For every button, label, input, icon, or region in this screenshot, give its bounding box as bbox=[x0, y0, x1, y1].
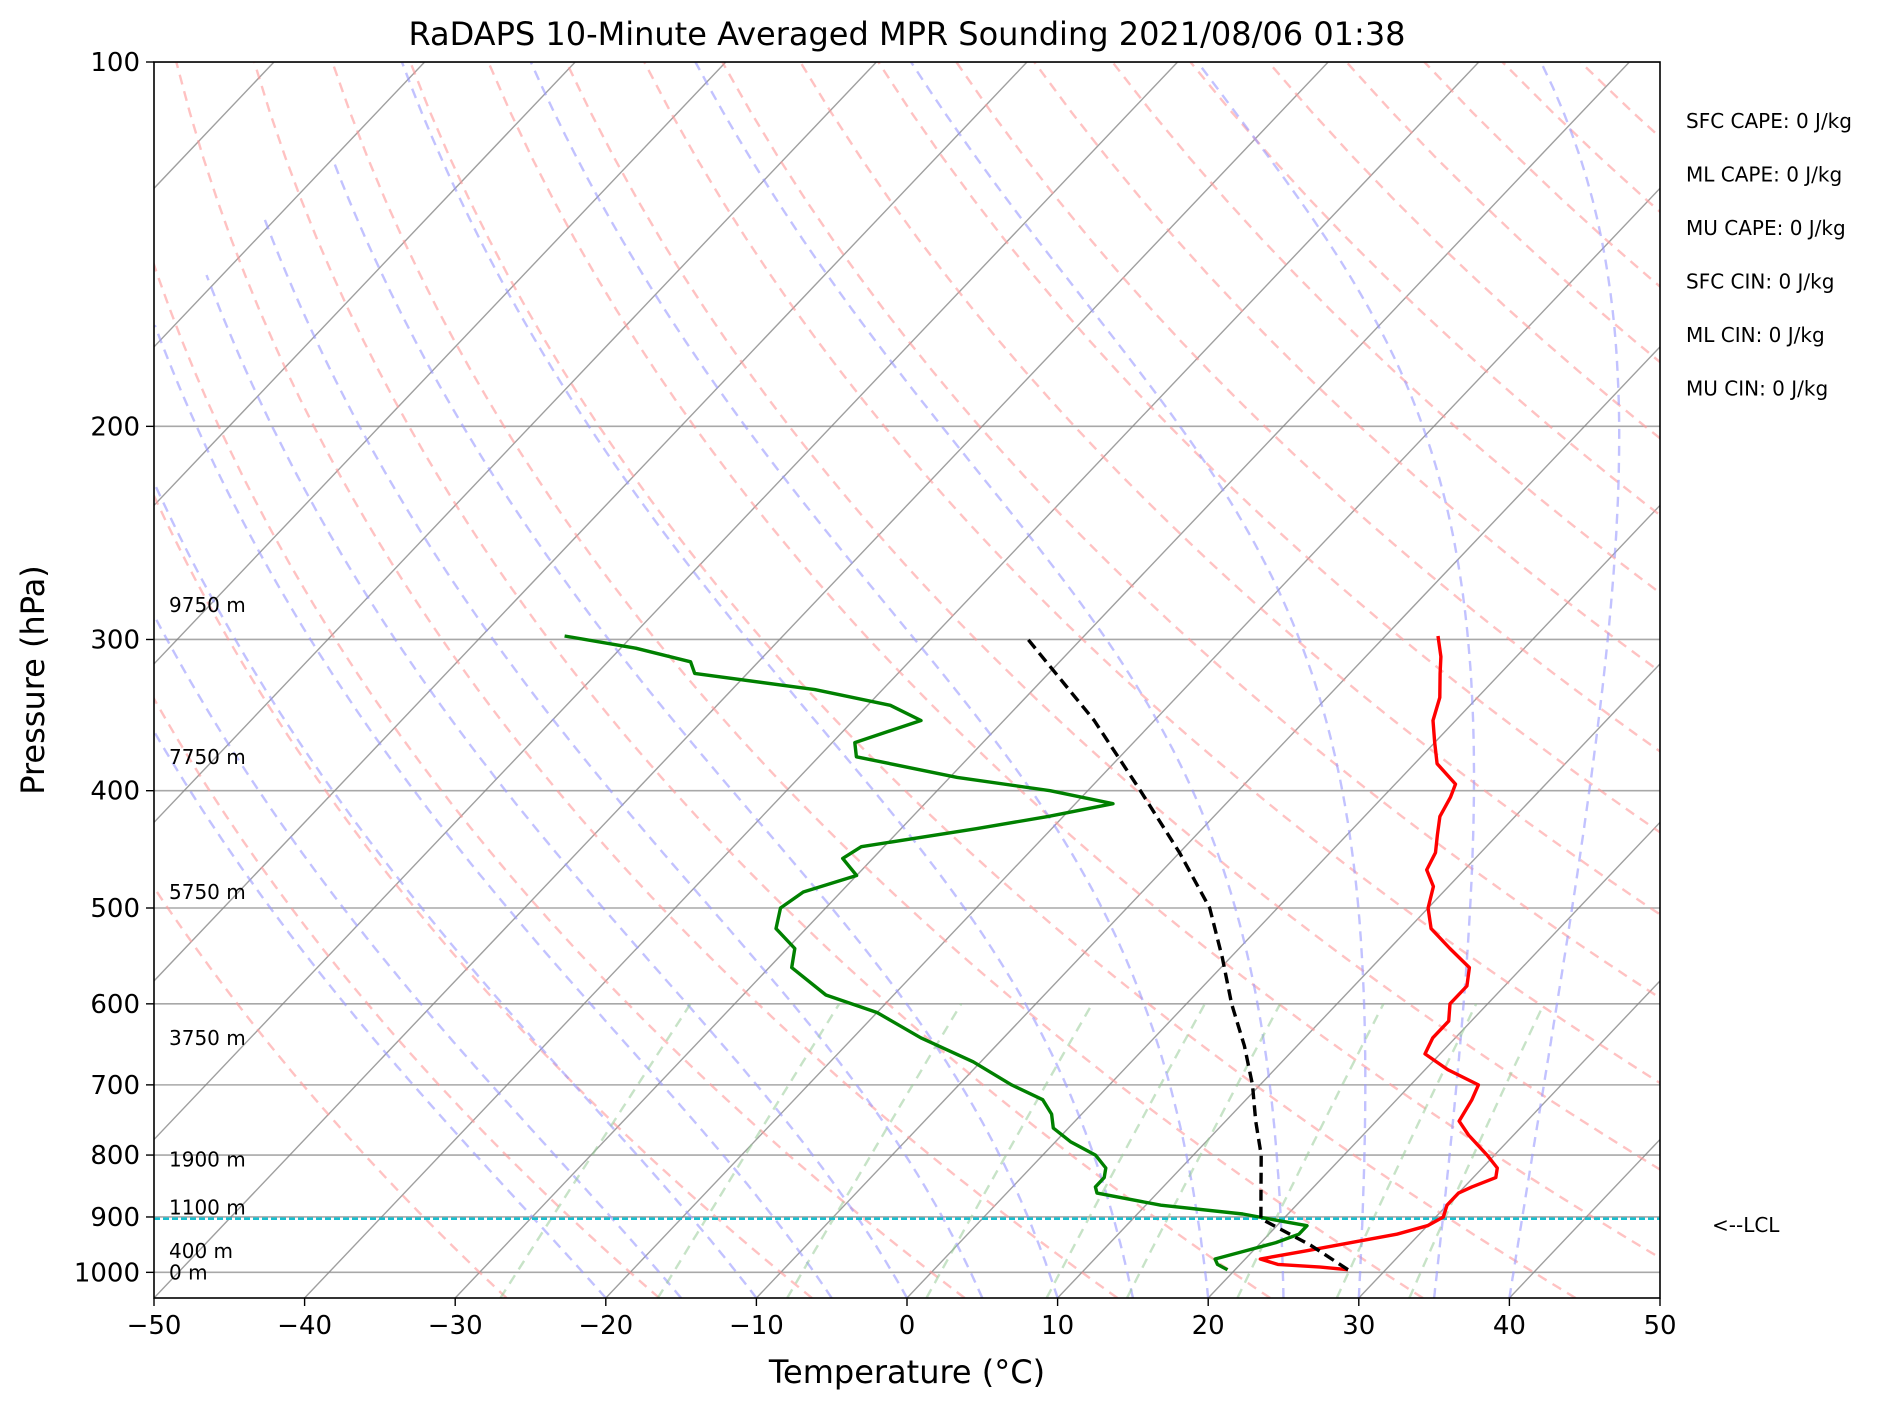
y-axis: 100 200 300 400 500 600 700 800 900 1000 bbox=[74, 48, 154, 1288]
isotherm bbox=[154, 62, 1179, 1141]
y-tick-label: 400 bbox=[90, 777, 140, 807]
stability-index: ML CAPE: 0 J/kg bbox=[1686, 163, 1842, 187]
mixing-ratio-line bbox=[925, 1003, 1094, 1298]
dry-adiabat bbox=[253, 62, 1271, 1298]
isotherm bbox=[1207, 821, 1660, 1298]
dry-adiabat bbox=[154, 696, 661, 1298]
x-axis-label: Temperature (°C) bbox=[768, 1353, 1045, 1391]
y-tick-label: 100 bbox=[90, 48, 140, 78]
isotherm bbox=[304, 62, 1480, 1298]
height-label: 9750 m bbox=[169, 593, 246, 617]
stability-index: SFC CIN: 0 J/kg bbox=[1686, 270, 1834, 294]
x-tick-label: −30 bbox=[428, 1311, 483, 1341]
stability-index: ML CIN: 0 J/kg bbox=[1686, 323, 1825, 347]
height-label: 5750 m bbox=[169, 880, 246, 904]
x-tick-label: 10 bbox=[1041, 1311, 1074, 1341]
y-tick-label: 600 bbox=[90, 990, 140, 1020]
y-axis-label: Pressure (hPa) bbox=[14, 565, 52, 795]
x-tick-label: 0 bbox=[899, 1311, 916, 1341]
isotherm bbox=[154, 62, 426, 348]
moist-adiabat bbox=[205, 274, 909, 1298]
x-tick-label: 30 bbox=[1342, 1311, 1375, 1341]
height-label: 7750 m bbox=[169, 745, 246, 769]
x-axis: −50 −40 −30 −20 −10 0 10 20 30 40 50 bbox=[127, 1298, 1677, 1341]
height-label: 0 m bbox=[169, 1260, 208, 1284]
isotherm bbox=[605, 187, 1660, 1298]
dry-adiabat bbox=[331, 62, 1424, 1298]
dewpoint-profile bbox=[564, 634, 1309, 1272]
moist-adiabat bbox=[154, 612, 683, 1298]
y-tick-label: 300 bbox=[90, 625, 140, 655]
lcl-label: <--LCL bbox=[1712, 1213, 1780, 1237]
parcel-profile bbox=[1026, 638, 1349, 1272]
isotherm bbox=[154, 62, 1028, 982]
moist-adiabat bbox=[400, 62, 1135, 1298]
dry-adiabat bbox=[487, 62, 1660, 1260]
isotherm bbox=[454, 62, 1630, 1298]
moist-adiabat bbox=[331, 157, 1059, 1298]
stability-index: SFC CAPE: 0 J/kg bbox=[1686, 109, 1852, 133]
plot-area bbox=[154, 62, 1660, 1298]
dry-adiabat bbox=[643, 62, 1660, 1085]
x-tick-label: −20 bbox=[578, 1311, 633, 1341]
isotherm bbox=[154, 62, 576, 507]
y-tick-label: 1000 bbox=[74, 1258, 140, 1288]
moist-adiabat bbox=[694, 62, 1285, 1298]
x-tick-label: 50 bbox=[1643, 1311, 1676, 1341]
isotherm bbox=[1358, 979, 1660, 1298]
mixing-ratio-line bbox=[1236, 1003, 1385, 1298]
dry-adiabat bbox=[154, 260, 966, 1298]
mixing-ratio-line bbox=[1045, 1003, 1206, 1298]
dry-adiabat bbox=[565, 62, 1660, 1171]
mixing-ratio-line bbox=[656, 1003, 841, 1298]
x-tick-label: −10 bbox=[729, 1311, 784, 1341]
stability-indices: SFC CAPE: 0 J/kg ML CAPE: 0 J/kg MU CAPE: … bbox=[1686, 109, 1852, 401]
chart-title: RaDAPS 10-Minute Averaged MPR Sounding 2… bbox=[408, 15, 1405, 53]
temperature-profile bbox=[1258, 635, 1499, 1272]
y-tick-label: 900 bbox=[90, 1203, 140, 1233]
y-tick-label: 200 bbox=[90, 412, 140, 442]
height-label: 3750 m bbox=[169, 1026, 246, 1050]
y-tick-label: 800 bbox=[90, 1141, 140, 1171]
y-tick-label: 500 bbox=[90, 894, 140, 924]
mixing-ratio-line bbox=[499, 1003, 692, 1298]
dry-adiabat bbox=[154, 492, 813, 1298]
moist-adiabat bbox=[909, 62, 1367, 1298]
height-label: 1900 m bbox=[169, 1148, 246, 1172]
dry-adiabat bbox=[154, 885, 508, 1298]
mixing-ratio-line bbox=[1335, 1003, 1478, 1298]
dry-adiabat bbox=[175, 62, 1119, 1298]
isotherm bbox=[154, 62, 877, 824]
x-tick-label: 20 bbox=[1192, 1311, 1225, 1341]
dry-adiabat bbox=[877, 62, 1660, 834]
moist-adiabat bbox=[529, 62, 1210, 1298]
isotherm bbox=[154, 62, 727, 665]
dry-adiabat bbox=[1033, 62, 1660, 674]
stability-index: MU CIN: 0 J/kg bbox=[1686, 377, 1828, 401]
x-tick-label: −40 bbox=[277, 1311, 332, 1341]
y-tick-label: 700 bbox=[90, 1071, 140, 1101]
moist-adiabat bbox=[1508, 62, 1621, 1298]
x-tick-label: 40 bbox=[1493, 1311, 1526, 1341]
stability-index: MU CAPE: 0 J/kg bbox=[1686, 216, 1846, 240]
dry-adiabat bbox=[721, 62, 1660, 1000]
moist-adiabat bbox=[263, 219, 984, 1298]
height-label: 1100 m bbox=[169, 1196, 246, 1220]
dry-adiabat bbox=[409, 62, 1577, 1298]
moist-adiabat bbox=[154, 479, 758, 1298]
mixing-ratio-line bbox=[1408, 1003, 1545, 1298]
x-tick-label: −50 bbox=[127, 1311, 182, 1341]
isotherm bbox=[906, 504, 1660, 1298]
height-label: 400 m bbox=[169, 1239, 233, 1263]
